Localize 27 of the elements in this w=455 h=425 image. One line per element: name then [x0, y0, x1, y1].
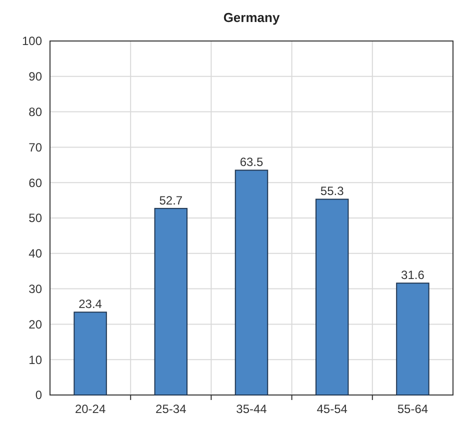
bar — [315, 198, 349, 396]
bar — [396, 282, 430, 396]
data-label: 52.7 — [159, 193, 183, 208]
y-tick-label: 100 — [22, 34, 42, 48]
bar — [234, 170, 268, 396]
y-tick-label: 10 — [28, 352, 42, 367]
bar — [74, 312, 107, 396]
y-tick-label: 70 — [28, 140, 42, 154]
y-tick-label: 80 — [28, 105, 42, 119]
y-tick-label: 50 — [28, 211, 42, 226]
y-tick-label: 90 — [28, 70, 42, 84]
y-tick-label: 0 — [35, 388, 42, 402]
y-tick-label: 30 — [28, 282, 42, 296]
x-tick-label: 35-44 — [236, 402, 268, 416]
x-tick-label: 25-34 — [156, 402, 187, 416]
data-label: 55.3 — [320, 184, 344, 198]
data-label: 23.4 — [78, 297, 102, 312]
bar — [154, 208, 188, 396]
y-tick-label: 40 — [28, 246, 42, 261]
chart-title: Germany — [223, 10, 280, 25]
data-label: 31.6 — [401, 268, 425, 282]
data-label: 63.5 — [240, 155, 264, 170]
x-tick-label: 45-54 — [316, 402, 348, 416]
y-tick-label: 20 — [28, 317, 42, 332]
y-tick-label: 60 — [28, 176, 42, 190]
x-tick-label: 20-24 — [74, 402, 106, 416]
x-tick-label: 55-64 — [397, 402, 428, 416]
